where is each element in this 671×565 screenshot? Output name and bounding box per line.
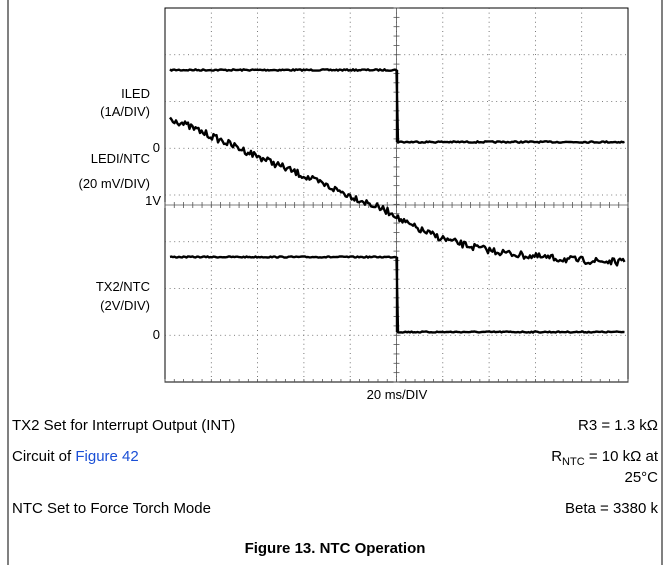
zero-marker: 0	[153, 327, 160, 342]
ledi-trace	[169, 116, 626, 267]
trace-scale: (1A/DIV)	[100, 104, 150, 119]
note-text: = 10 kΩ at	[585, 448, 659, 465]
note-left: NTC Set to Force Torch Mode	[12, 500, 211, 517]
figure-link[interactable]: Figure 42	[75, 448, 138, 465]
x-scale: 20 ms/DIV	[367, 387, 428, 402]
trace-label: TX2/NTC	[96, 279, 150, 294]
note-left: TX2 Set for Interrupt Output (INT)	[12, 417, 235, 434]
note-left: Circuit of Figure 42	[12, 448, 139, 465]
trace-scale: (2V/DIV)	[100, 298, 150, 313]
scope-screen	[164, 7, 629, 383]
ref-marker: 1V	[145, 193, 161, 208]
subscript: NTC	[562, 456, 585, 468]
zero-marker: 0	[153, 140, 160, 155]
iled-trace	[169, 68, 625, 144]
caption: Figure 13. NTC Operation	[245, 540, 426, 557]
trace-label: LEDI/NTC	[91, 151, 150, 166]
note-right: RNTC = 10 kΩ at	[551, 448, 659, 468]
trace-label: ILED	[121, 86, 150, 101]
note-right: Beta = 3380 k	[565, 500, 658, 517]
symbol: R	[551, 448, 562, 465]
trace-scale: (20 mV/DIV)	[78, 176, 150, 191]
tx2-trace	[169, 255, 625, 334]
note-text: Circuit of	[12, 448, 75, 465]
note-right: R3 = 1.3 kΩ	[578, 417, 658, 434]
note-right: 25°C	[624, 469, 658, 486]
